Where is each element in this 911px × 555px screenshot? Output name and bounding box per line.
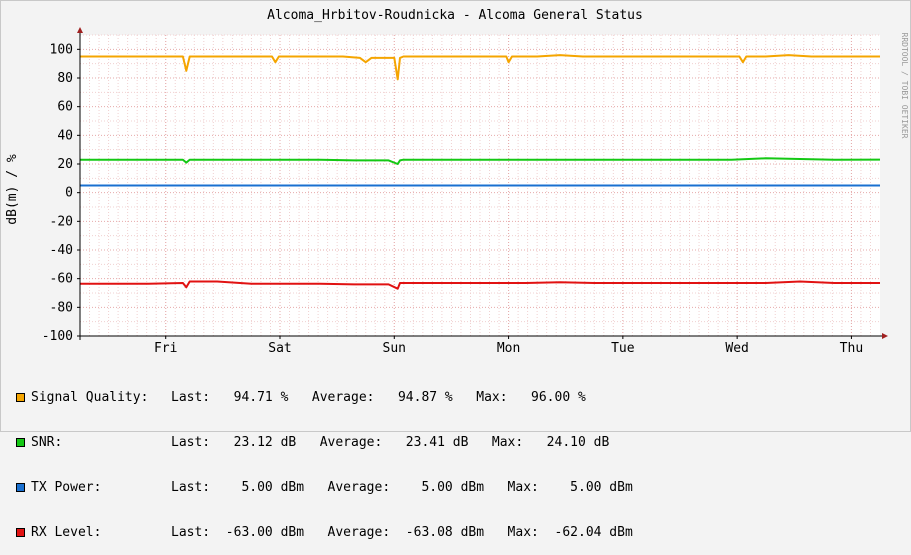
y-tick-label: 20 (57, 157, 73, 172)
y-tick-label: -20 (50, 214, 73, 229)
legend-swatch (16, 483, 25, 492)
legend-label: SNR: (31, 435, 63, 450)
legend-swatch (16, 393, 25, 402)
y-tick-label: 80 (57, 71, 73, 86)
legend-stats: Last: -63.00 dBm Average: -63.08 dBm Max… (171, 525, 633, 540)
x-tick-label: Thu (840, 341, 863, 356)
x-tick-label: Mon (497, 341, 520, 356)
legend-stats: Last: 23.12 dB Average: 23.41 dB Max: 24… (171, 435, 610, 450)
y-tick-label: -60 (50, 272, 73, 287)
legend-item-rx-level: RX Level: Last: -63.00 dBm Average: -63.… (16, 525, 633, 540)
series-line (80, 157, 881, 165)
series-line (80, 54, 880, 81)
legend-stats: Last: 5.00 dBm Average: 5.00 dBm Max: 5.… (171, 480, 633, 495)
plot-area: 100 80 60 40 20 0 -20 -40 -60 -80 -100 Fri Sat Sun Mon… (42, 27, 888, 356)
legend: Signal Quality: Last: 94.71 % Average: 9… (16, 360, 633, 555)
legend-swatch (16, 528, 25, 537)
legend-label: TX Power: (31, 480, 102, 495)
x-tick-label: Wed (725, 341, 748, 356)
x-axis-arrow (882, 333, 888, 339)
y-tick-label: -40 (50, 243, 73, 258)
y-tick-label: 100 (50, 42, 73, 57)
legend-item-tx-power: TX Power: Last: 5.00 dBm Average: 5.00 d… (16, 480, 633, 495)
series-line (80, 280, 880, 290)
y-axis-label: dB(m) / % (5, 154, 20, 225)
chart-svg: Alcoma_Hrbitov-Roudnicka - Alcoma Genera… (5, 8, 909, 356)
legend-item-signal-quality: Signal Quality: Last: 94.71 % Average: 9… (16, 390, 633, 405)
y-tick-label: 60 (57, 100, 73, 115)
legend-label: RX Level: (31, 525, 102, 540)
y-tick-label: -100 (42, 329, 73, 344)
x-tick-label: Sat (268, 341, 291, 356)
y-tick-label: 40 (57, 128, 73, 143)
y-tick-label: -80 (50, 300, 73, 315)
y-axis-arrow (77, 27, 83, 33)
x-tick-label: Sun (383, 341, 406, 356)
legend-item-snr: SNR: Last: 23.12 dB Average: 23.41 dB Ma… (16, 435, 633, 450)
x-tick-label: Tue (611, 341, 635, 356)
watermark: RRDTOOL / TOBI OETIKER (900, 33, 909, 139)
y-tick-label: 0 (65, 186, 73, 201)
chart-title: Alcoma_Hrbitov-Roudnicka - Alcoma Genera… (267, 8, 643, 23)
legend-stats: Last: 94.71 % Average: 94.87 % Max: 96.0… (171, 390, 586, 405)
legend-swatch (16, 438, 25, 447)
legend-label: Signal Quality: (31, 390, 149, 405)
x-tick-label: Fri (154, 341, 177, 356)
